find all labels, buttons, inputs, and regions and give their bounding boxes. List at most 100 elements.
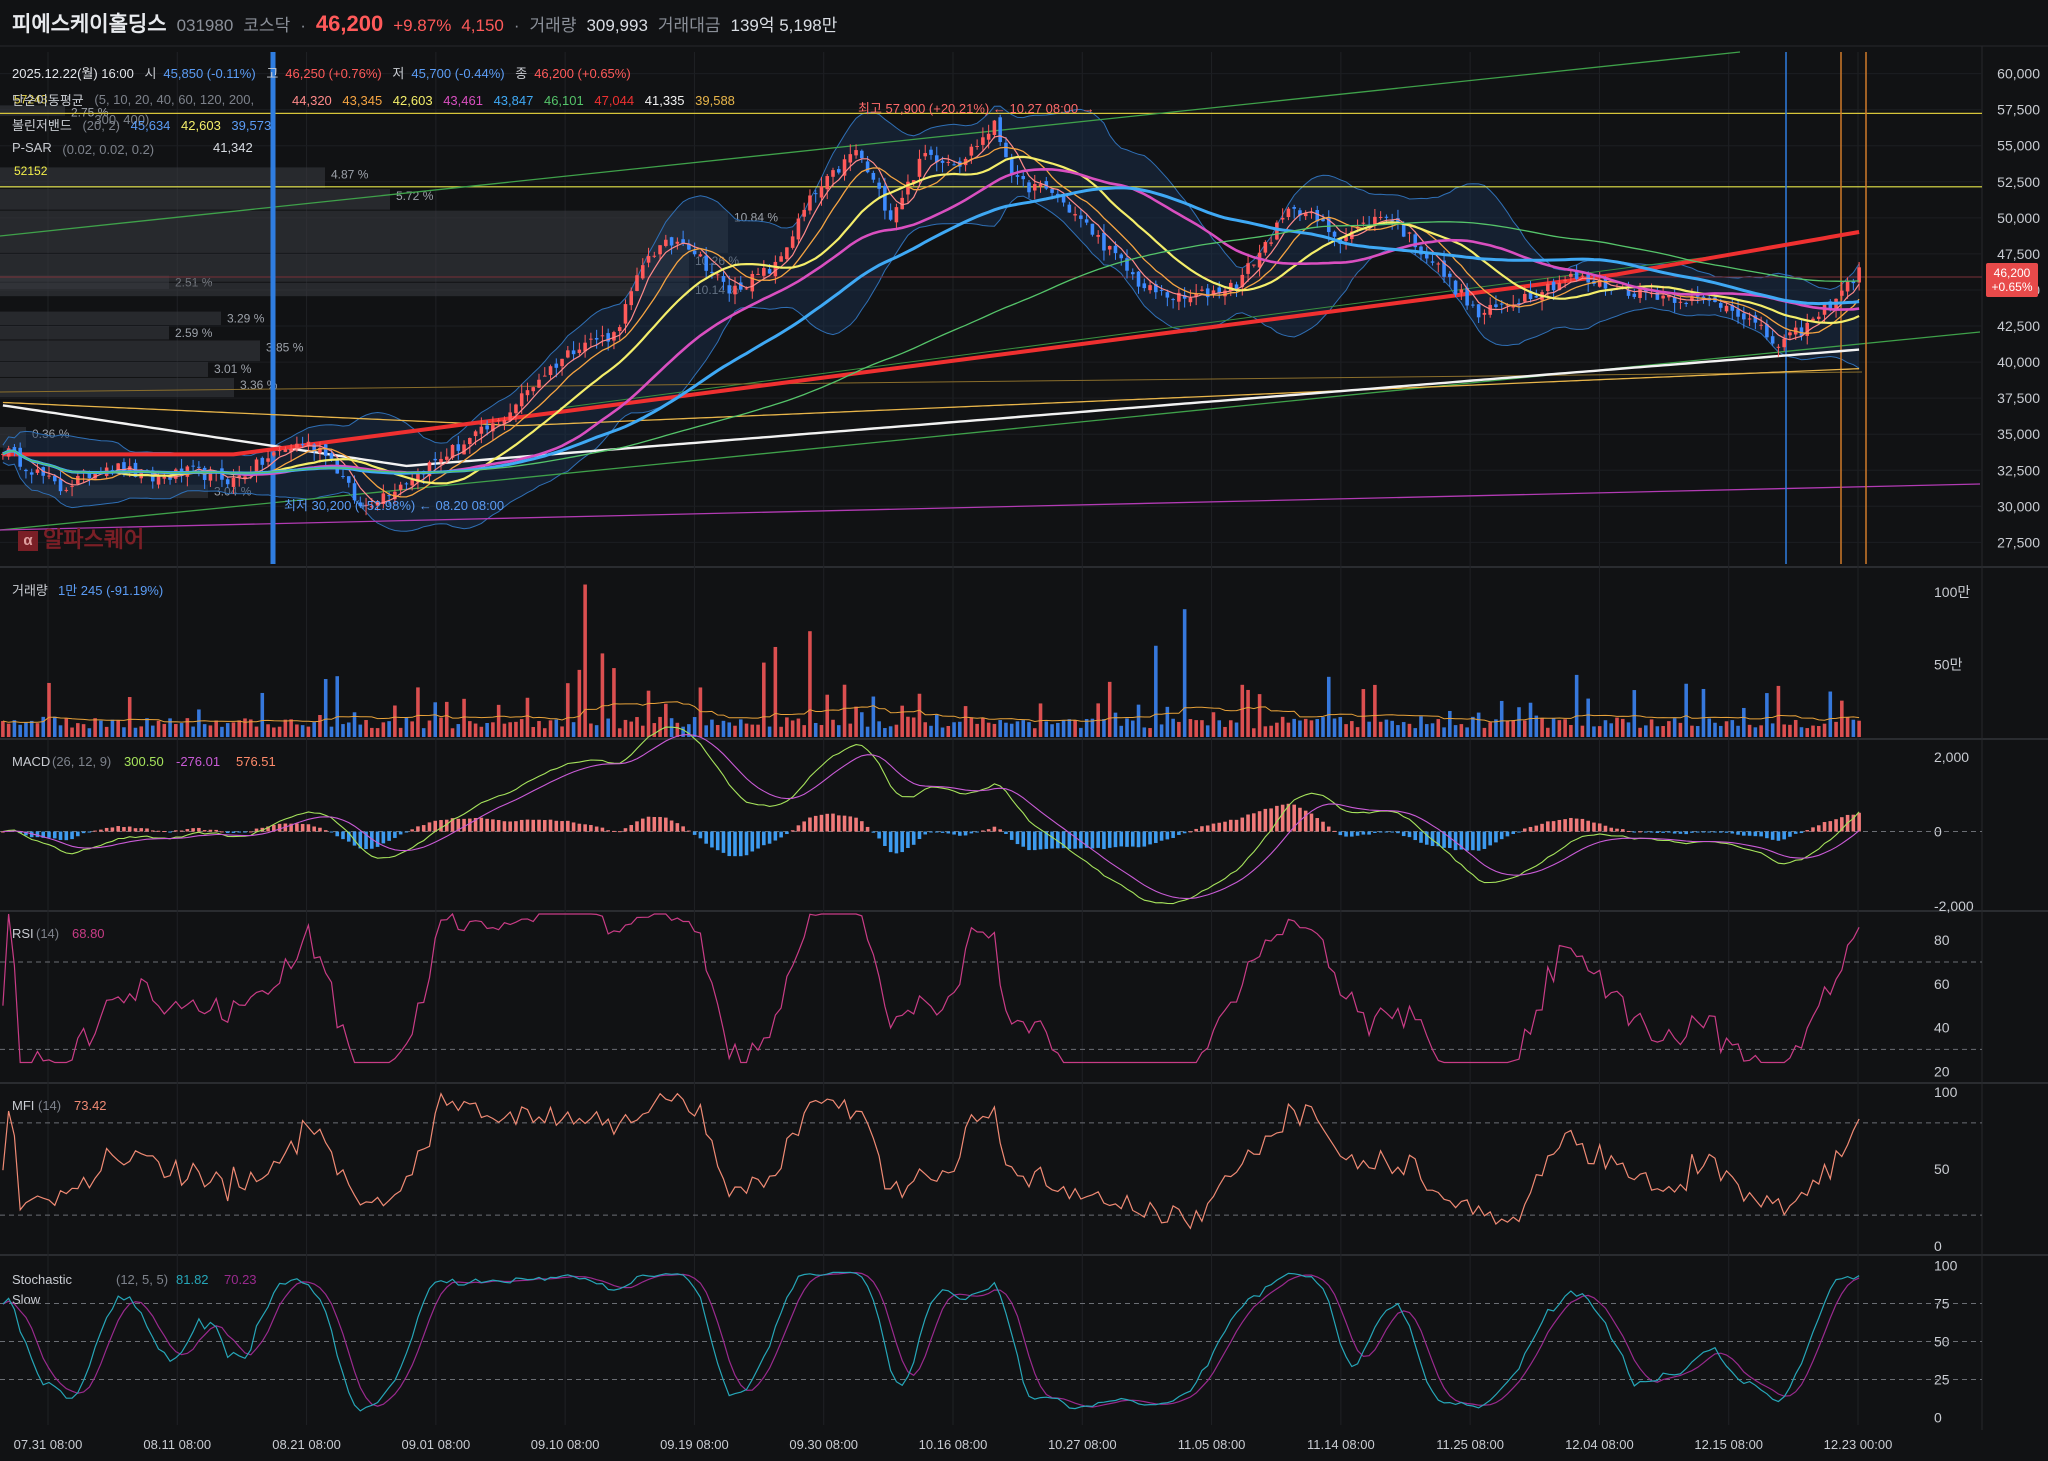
volume-bar xyxy=(404,717,409,737)
macd-histogram-bar xyxy=(358,831,363,849)
volume-bar xyxy=(473,723,478,737)
candle-body xyxy=(93,472,97,479)
candle-body xyxy=(1240,274,1245,287)
volume-bar xyxy=(364,720,368,737)
macd-title: MACD xyxy=(12,754,50,769)
candle-body xyxy=(1551,281,1556,291)
x-tick-label: 09.19 08:00 xyxy=(660,1437,729,1452)
macd-histogram-bar xyxy=(1482,831,1487,849)
volume-profile-bar xyxy=(0,282,689,297)
macd-histogram-bar xyxy=(525,819,530,832)
volume-bar xyxy=(1667,721,1671,737)
volume-bar xyxy=(1303,718,1308,737)
ma10-value: 43,345 xyxy=(342,93,383,108)
macd-histogram-bar xyxy=(1263,808,1268,832)
macd-histogram-bar xyxy=(1569,817,1573,832)
macd-histogram-bar xyxy=(116,826,120,832)
price-tick-label: 32,500 xyxy=(1997,462,2040,478)
candle-body xyxy=(191,465,195,467)
volume-bar xyxy=(1615,717,1619,737)
candle-body xyxy=(594,337,599,340)
macd-histogram-bar xyxy=(1107,831,1112,848)
volume-bar xyxy=(836,725,841,737)
candle-body xyxy=(1424,253,1429,259)
candle-body xyxy=(1569,273,1573,277)
volume-profile-bar xyxy=(0,210,728,253)
macd-histogram-bar xyxy=(1517,831,1521,833)
macd-histogram-bar xyxy=(1326,826,1331,832)
macd-histogram-bar xyxy=(1015,831,1020,845)
ma-row[interactable]: 단순이동평균 (5, 10, 20, 40, 60, 120, 200, 300… xyxy=(12,90,742,130)
macd-histogram-bar xyxy=(47,831,51,838)
macd-histogram-bar xyxy=(1,831,5,833)
candle-body xyxy=(1061,194,1066,203)
macd-histogram-bar xyxy=(404,831,409,833)
volume-bar xyxy=(589,723,593,737)
candle-body xyxy=(237,475,242,478)
candle-body xyxy=(1107,245,1112,250)
volume-bar xyxy=(1690,725,1694,737)
macd-histogram-bar xyxy=(1009,831,1014,840)
volume-bar xyxy=(1228,720,1233,737)
volume-bar xyxy=(738,719,743,737)
bollinger-row[interactable]: 볼린저밴드 (20, 2) 45,634 42,603 39,573 xyxy=(12,115,278,134)
psar-row[interactable]: P-SAR (0.02, 0.02, 0.2) 41,342 xyxy=(12,140,260,160)
volume-profile-label: 3.04 % xyxy=(214,485,252,499)
candle-body xyxy=(1690,296,1694,301)
volume-bar xyxy=(283,719,288,737)
volume-bar xyxy=(1845,717,1850,737)
volume-bar xyxy=(1494,719,1498,737)
macd-histogram-bar xyxy=(1050,831,1054,849)
candle-body xyxy=(1574,270,1579,280)
volume-bar xyxy=(1569,724,1573,737)
candle-body xyxy=(779,256,783,262)
volume-bar xyxy=(491,722,495,737)
volume-bar xyxy=(1084,719,1089,737)
macd-histogram-bar xyxy=(640,818,645,832)
macd-histogram-bar xyxy=(750,831,755,852)
macd-histogram-bar xyxy=(888,831,893,853)
macd-histogram-bar xyxy=(64,831,69,841)
macd-histogram-bar xyxy=(1292,804,1296,832)
volume-profile-bar xyxy=(0,340,260,362)
macd-histogram-bar xyxy=(1373,831,1377,833)
macd-histogram-bar xyxy=(1505,831,1510,837)
candle-body xyxy=(854,150,858,156)
volume-bar xyxy=(617,728,622,737)
candle-body xyxy=(162,476,167,479)
volume-bar xyxy=(1505,720,1510,737)
macd-histogram-bar xyxy=(456,818,461,832)
volume-bar xyxy=(1286,722,1291,737)
volume-bar xyxy=(1424,724,1429,737)
candle-body xyxy=(1811,318,1815,321)
volume-bar xyxy=(508,722,512,737)
volume-bar xyxy=(1724,721,1729,737)
macd-histogram-bar xyxy=(346,831,351,842)
stoch-title: Stochastic xyxy=(12,1272,72,1287)
ma5-line xyxy=(2,135,1860,505)
volume-profile-bar xyxy=(0,189,390,210)
macd-histogram-bar xyxy=(197,827,201,832)
candle-body xyxy=(883,185,887,211)
macd-histogram-bar xyxy=(1096,831,1100,848)
stoch-d-value: 70.23 xyxy=(224,1272,257,1287)
candle-body xyxy=(1032,184,1037,191)
volume-bar xyxy=(860,712,864,737)
macd-histogram-bar xyxy=(70,831,74,840)
candle-body xyxy=(1321,218,1325,222)
price-tick-label: 57,500 xyxy=(1997,102,2040,118)
volume-bar xyxy=(277,726,282,737)
stock-name[interactable]: 피에스케이홀딩스 xyxy=(12,13,167,36)
volume-bar xyxy=(825,694,830,737)
candle-body xyxy=(848,154,853,163)
candle-body xyxy=(1816,316,1821,319)
macd-histogram-bar xyxy=(1200,826,1204,832)
stoch-k-value: 81.82 xyxy=(176,1272,209,1287)
bollinger-fill xyxy=(2,106,1860,532)
macd-histogram-bar xyxy=(992,826,997,832)
volume-bar xyxy=(1200,720,1204,737)
macd-histogram-bar xyxy=(122,827,126,832)
macd-histogram-bar xyxy=(1148,831,1152,845)
volume-bar xyxy=(1044,721,1049,737)
